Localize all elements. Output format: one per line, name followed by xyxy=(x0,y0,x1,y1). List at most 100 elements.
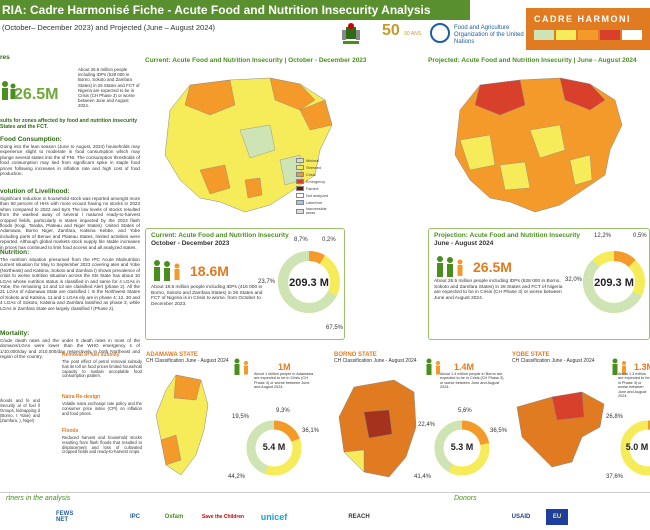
donors-head: Donors xyxy=(454,495,477,502)
pct-label: 37,6% xyxy=(606,474,624,480)
projected-stat-title: Projection: Acute Food and Nutrition Ins… xyxy=(434,232,581,239)
unicef-logo: unicef xyxy=(260,512,288,522)
yobe-donut xyxy=(620,420,650,476)
drivers-list: Removal of fuel subsidy The post effect … xyxy=(52,350,142,490)
projected-stat-period: June - August 2024 xyxy=(434,240,494,247)
borno-map xyxy=(338,379,417,478)
livelihood-head: volution of Livelihood: xyxy=(0,188,70,195)
projected-map xyxy=(454,77,623,213)
results-head: sults for zones affected by food and nut… xyxy=(0,118,138,130)
partners-strip: rtners in the analysis Donors FEWS NET I… xyxy=(0,492,650,530)
pct-label: 9,3% xyxy=(276,408,290,414)
food-consumption-text: Going into the lean season (June to Augu… xyxy=(0,144,140,177)
pct-label: 26,8% xyxy=(606,414,624,420)
people-icon xyxy=(426,358,440,375)
current-total: 209.3 M xyxy=(289,277,329,289)
state-desc: About 1.4 million people in Borno are ex… xyxy=(440,372,504,390)
state-count: 1.4M xyxy=(454,362,475,372)
fews-net-logo: FEWS NET xyxy=(56,511,74,523)
drivers-left: ihoods and fe and Security al of fuel ll… xyxy=(0,350,44,490)
driver-text-1: The post effect of petrol removal subsid… xyxy=(62,359,142,379)
projected-total: 209.3 M xyxy=(594,277,634,289)
livelihood-text: Significant reduction in household stock… xyxy=(0,196,140,250)
current-donut xyxy=(278,251,340,313)
usaid-logo: USAID xyxy=(511,514,531,520)
people-icon xyxy=(2,81,16,100)
state-desc: About 1.3 million are expected to be in … xyxy=(618,372,650,399)
ch-brand-text: CADRE HARMONI xyxy=(534,14,631,24)
state-name: BORNO STATE xyxy=(334,352,377,358)
adamawa-map xyxy=(155,374,209,476)
people-count: 26.5M xyxy=(14,86,59,103)
pct-label: 8,7% xyxy=(294,237,308,243)
state-count: 1.3M xyxy=(634,362,650,372)
state-total: 5.3 M xyxy=(450,442,474,452)
people-icon xyxy=(234,358,248,375)
pct-label: 0,5% xyxy=(633,233,647,239)
header: RIA: Cadre Harmonisé Fiche - Acute Food … xyxy=(0,0,650,50)
current-desc: About 18.6 million people including IDPs… xyxy=(151,285,263,307)
mortality-head: Mortality: xyxy=(0,330,30,337)
state-total: 5.0 M xyxy=(625,442,649,452)
ch-color-strip xyxy=(534,30,642,40)
people-icon xyxy=(154,260,180,281)
left-column: res 26.5M About 26.5 million people incl… xyxy=(0,52,140,492)
current-map xyxy=(164,77,333,213)
current-count: 18.6M xyxy=(190,263,229,279)
current-stat-box: Current: Acute Food and Nutrition Insecu… xyxy=(145,228,345,340)
state-count: 1M xyxy=(278,362,291,372)
ch-brand: CADRE HARMONI xyxy=(526,8,650,50)
oxfam-logo: Oxfam xyxy=(164,514,184,520)
page-subtitle: (October– December 2023) and Projected (… xyxy=(2,23,216,32)
pct-label: 22,4% xyxy=(418,422,436,428)
eu-logo: EU xyxy=(546,509,568,525)
50-years-logo: 50 50 ANS xyxy=(382,22,422,39)
partners-head: rtners in the analysis xyxy=(6,495,71,502)
driver-head-2: Naira Re-design xyxy=(62,394,101,400)
borno-donut xyxy=(434,420,490,476)
pct-label: 0,2% xyxy=(322,237,336,243)
driver-head-1: Removal of fuel subsidy xyxy=(62,352,120,358)
nutrition-text: The nutrition situation presumed from th… xyxy=(0,257,140,311)
state-sub: CH Classification June - August 2024 xyxy=(146,358,229,364)
reach-logo: REACH xyxy=(348,514,370,520)
projected-stat-box: Projection: Acute Food and Nutrition Ins… xyxy=(428,228,650,340)
people-desc: About 26.5 million people including IDPs… xyxy=(78,67,140,109)
pct-label: 32,0% xyxy=(565,277,583,283)
state-sub: CH Classification June - August 2024 xyxy=(334,358,417,364)
ipc-logo: IPC xyxy=(129,514,140,520)
pct-label: 5,6% xyxy=(458,408,472,414)
people-icon xyxy=(612,358,626,375)
driver-text-2: Volatile naira exchange rate policy and … xyxy=(62,401,142,416)
pct-label: 67,5% xyxy=(326,325,344,331)
coat-of-arms-logo xyxy=(342,23,360,44)
state-adamawa: ADAMAWA STATE CH Classification June - A… xyxy=(146,352,319,488)
drivers-left-text: ihoods and fe and Security al of fuel ll… xyxy=(0,398,40,423)
current-stat-period: October - December 2023 xyxy=(151,240,230,247)
pct-label: 36,5% xyxy=(490,428,508,434)
fao-text: Food and Agriculture Organization of the… xyxy=(454,25,524,45)
people-icon xyxy=(437,256,463,277)
projected-panel-label: Projected: Acute Food and Nutrition Inse… xyxy=(428,57,637,64)
state-desc: About 1 million people in Adamawa are ex… xyxy=(254,372,314,390)
driver-head-3: Floods xyxy=(62,428,79,434)
save-children-logo: Save the Children xyxy=(201,514,245,520)
projected-donut xyxy=(583,251,645,313)
page-title: RIA: Cadre Harmonisé Fiche - Acute Food … xyxy=(2,3,431,17)
current-panel-label: Current: Acute Food and Nutrition Insecu… xyxy=(145,57,367,64)
state-borno: BORNO STATE CH Classification June - Aug… xyxy=(334,352,508,488)
pct-label: 41,4% xyxy=(414,474,432,480)
pct-label: 23,7% xyxy=(258,279,276,285)
partner-logos: FEWS NET IPC Oxfam Save the Children uni… xyxy=(0,507,650,529)
driver-text-3: Reduced harvest and household stocks res… xyxy=(62,435,142,455)
map-legend: Minimal Stressed Crisis Emergency Famine… xyxy=(296,158,336,217)
fao-logo xyxy=(430,23,450,43)
food-consumption-head: Food Consumption: xyxy=(0,136,62,143)
projected-desc: About 26.5 million people including IDPs… xyxy=(434,279,563,301)
pct-label: 19,5% xyxy=(232,414,250,420)
state-sub: CH Classification June - August 2024 xyxy=(512,358,595,364)
pct-label: 12,2% xyxy=(594,233,612,239)
nutrition-head: Nutrition: xyxy=(0,249,30,256)
projected-count: 26.5M xyxy=(473,259,512,275)
state-name: YOBE STATE xyxy=(512,352,550,358)
